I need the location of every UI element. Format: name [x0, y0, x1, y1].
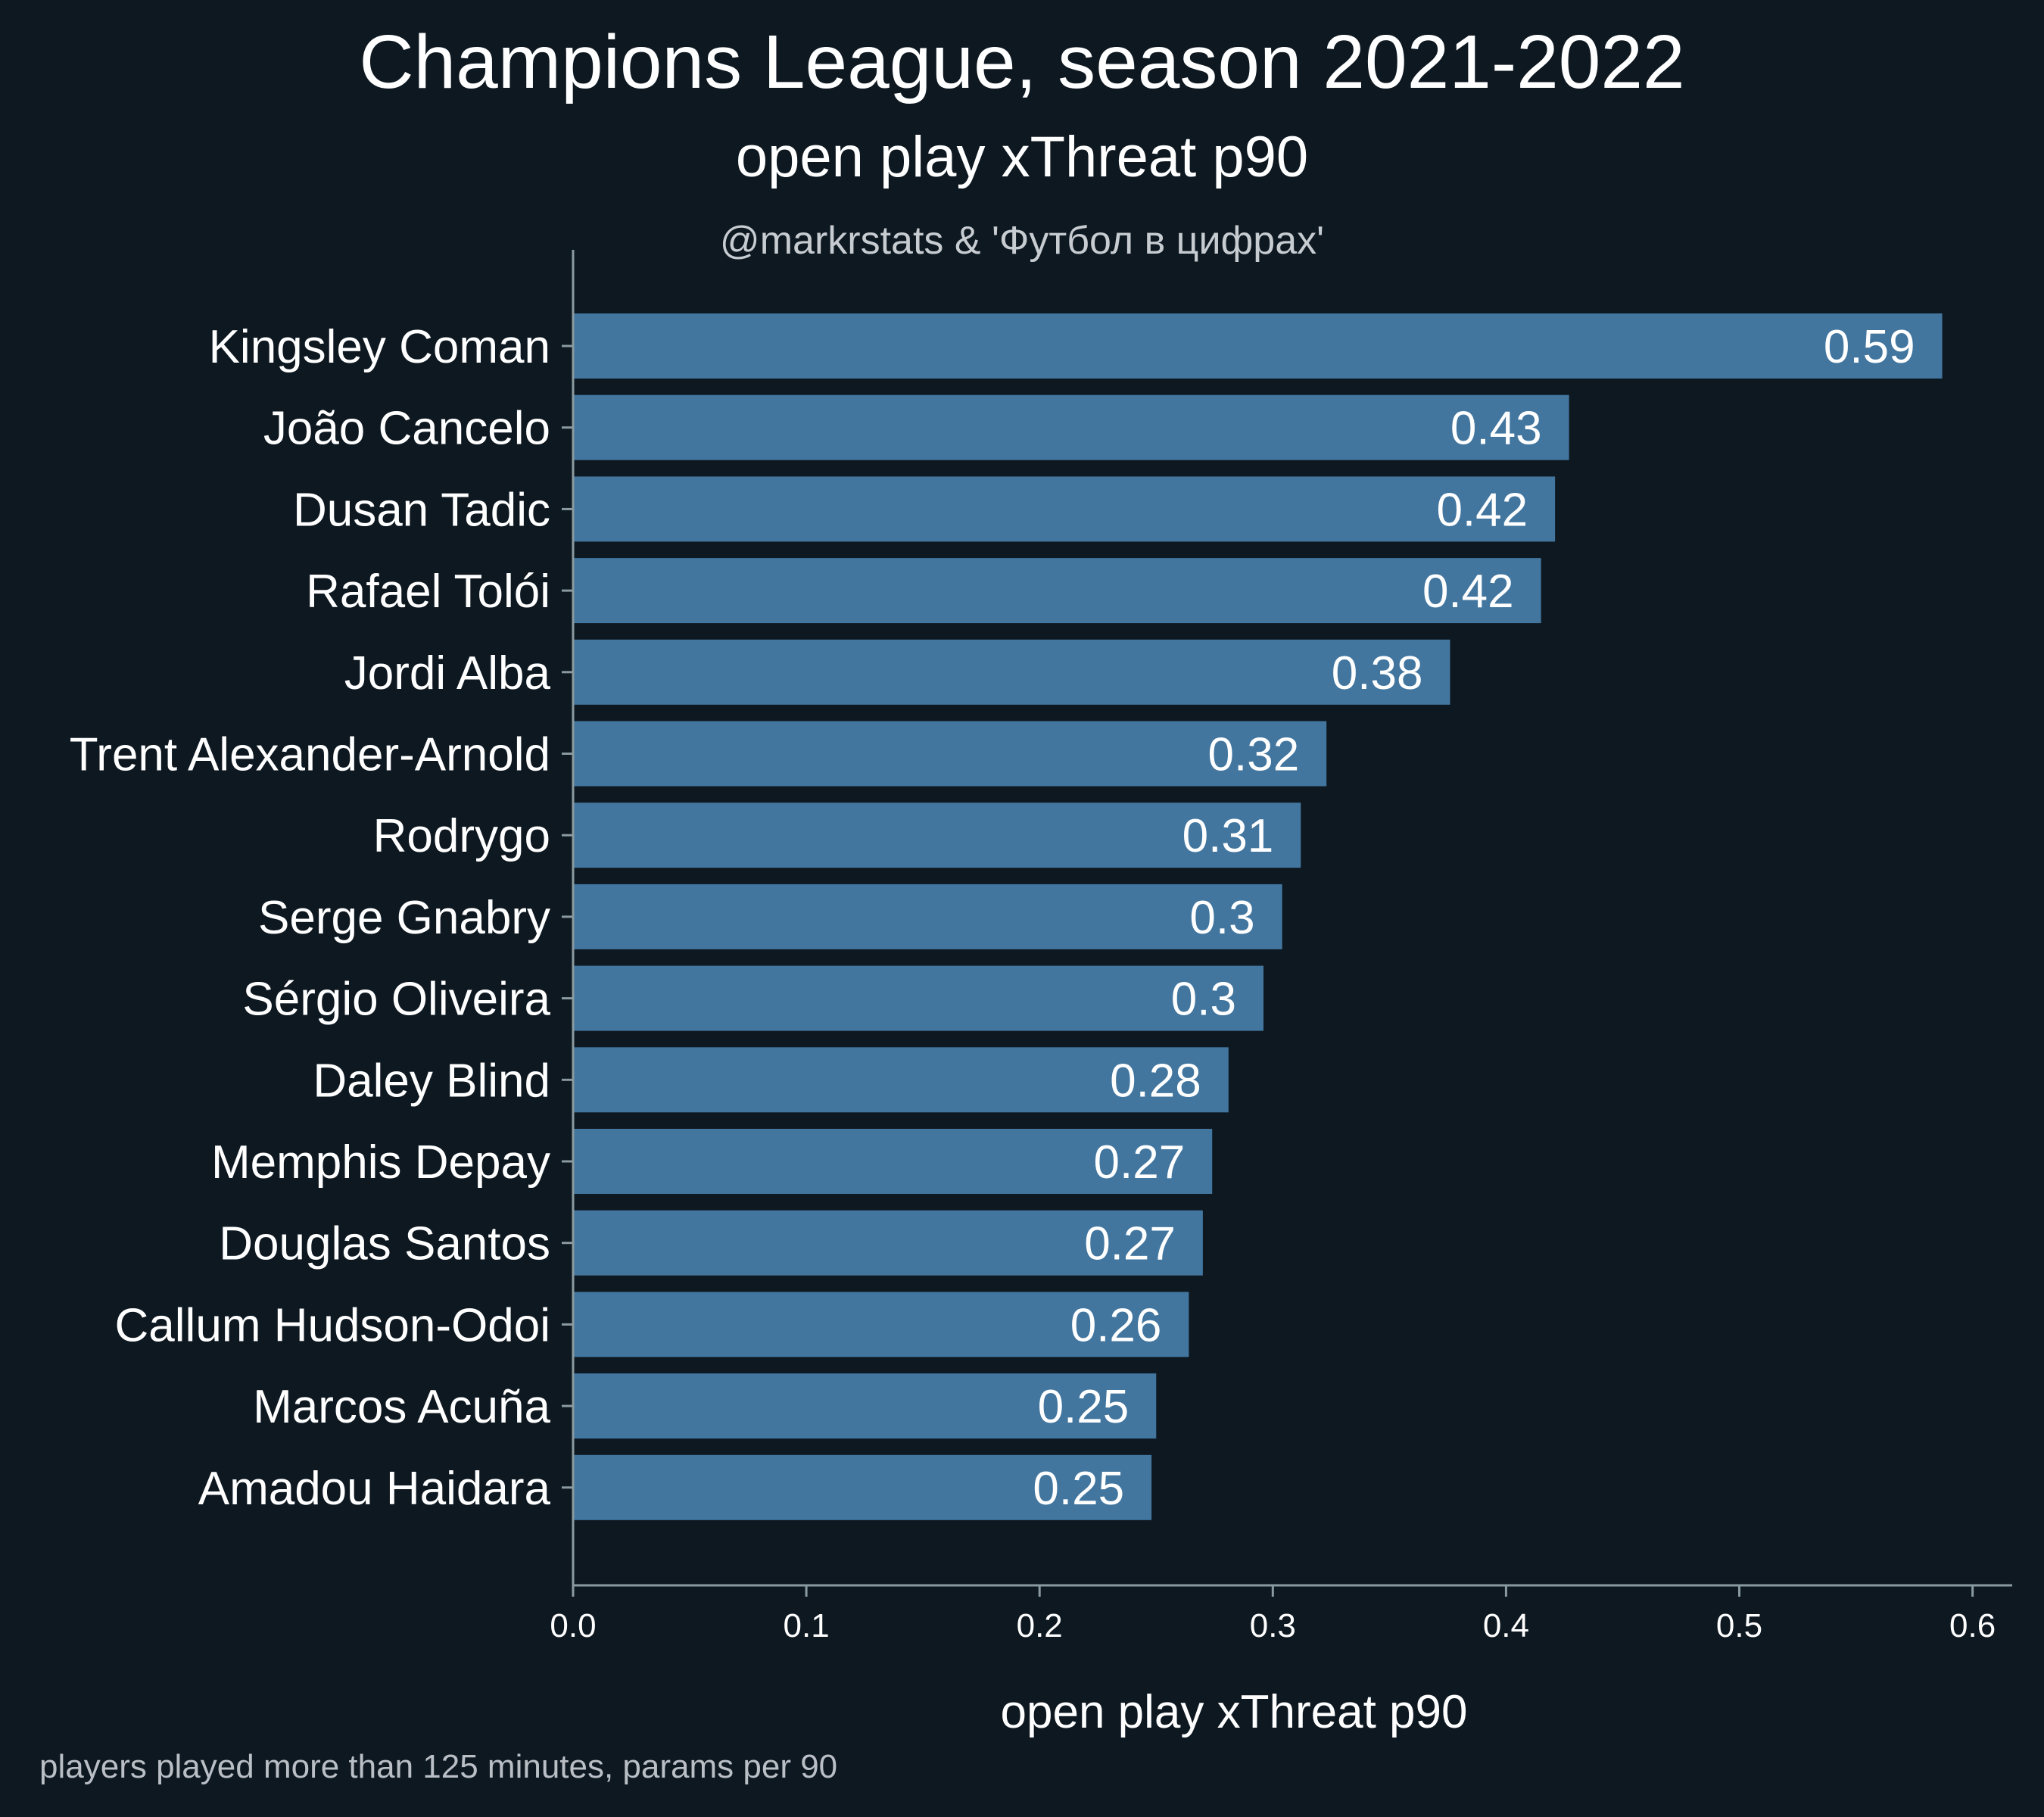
y-tick-label: Douglas Santos: [219, 1218, 550, 1270]
x-tick-label: 0.3: [1250, 1607, 1296, 1644]
x-tick-label: 0.1: [784, 1607, 830, 1644]
bar-value-label: 0.42: [1436, 484, 1528, 536]
bar-value-label: 0.28: [1110, 1055, 1201, 1107]
bar: [573, 1210, 1203, 1276]
chart-title: Champions League, season 2021-2022: [359, 20, 1685, 104]
bars-group: 0.59 0.43 0.42 0.42 0.38 0.32 0.31 0.3 0.3 0.28 0.…: [573, 313, 1943, 1520]
bar: [573, 1373, 1157, 1439]
y-tick-label: Kingsley Coman: [209, 321, 550, 373]
y-tick-label: Jordi Alba: [344, 647, 551, 700]
x-tick-label: 0.2: [1017, 1607, 1063, 1644]
bar-value-label: 0.3: [1189, 892, 1254, 944]
bar: [573, 884, 1282, 949]
bar-value-label: 0.3: [1171, 974, 1236, 1026]
bar: [573, 965, 1263, 1031]
bar-value-label: 0.31: [1182, 810, 1274, 862]
bar-value-label: 0.27: [1094, 1136, 1186, 1189]
y-tick-label: Amadou Haidara: [198, 1463, 551, 1515]
y-tick-label: Serge Gnabry: [258, 892, 550, 944]
x-axis-title: open play xThreat p90: [1001, 1686, 1468, 1738]
y-tick-label: Rafael Tolói: [306, 566, 550, 618]
bar-value-label: 0.38: [1332, 647, 1423, 700]
y-tick-label: João Cancelo: [263, 403, 550, 455]
y-tick-label: Trent Alexander-Arnold: [70, 729, 550, 781]
y-tick-label: Memphis Depay: [211, 1136, 550, 1189]
bar: [573, 1454, 1152, 1520]
bar-value-label: 0.43: [1450, 403, 1542, 455]
bar: [573, 1292, 1189, 1357]
chart-credit: @markrstats & 'Футбол в цифрах': [719, 219, 1325, 263]
y-tick-label: Rodrygo: [373, 810, 550, 862]
bar: [573, 313, 1943, 379]
bar-value-label: 0.32: [1208, 729, 1300, 781]
bar-value-label: 0.42: [1422, 566, 1514, 618]
x-tick-label: 0.4: [1483, 1607, 1529, 1644]
bar-value-label: 0.25: [1033, 1463, 1124, 1515]
bar: [573, 476, 1556, 542]
bar: [573, 721, 1327, 787]
y-tick-label: Daley Blind: [313, 1055, 550, 1107]
footnote: players played more than 125 minutes, pa…: [39, 1748, 838, 1785]
x-tick-label: 0.5: [1716, 1607, 1762, 1644]
y-tick-label: Marcos Acuña: [253, 1381, 550, 1433]
bar: [573, 1129, 1213, 1194]
y-axis-labels: Kingsley Coman João Cancelo Dusan Tadic Raf…: [70, 321, 573, 1515]
bar-value-label: 0.25: [1038, 1381, 1129, 1433]
y-tick-label: Dusan Tadic: [293, 484, 550, 536]
axes-group: [572, 250, 2012, 1587]
x-axis-ticks: 0.0 0.1 0.2 0.3 0.4 0.5 0.6: [550, 1585, 1996, 1644]
y-tick-label: Sérgio Oliveira: [242, 974, 550, 1026]
chart-subtitle: open play xThreat p90: [735, 125, 1309, 189]
bar: [573, 394, 1569, 460]
x-tick-label: 0.0: [550, 1607, 596, 1644]
bar: [573, 1047, 1229, 1113]
bar: [573, 558, 1541, 624]
bar: [573, 639, 1450, 705]
bar: [573, 803, 1301, 868]
y-tick-label: Callum Hudson-Odoi: [115, 1299, 550, 1351]
bar-value-label: 0.27: [1084, 1218, 1176, 1270]
bar-value-label: 0.59: [1824, 321, 1915, 373]
bar-value-label: 0.26: [1070, 1299, 1162, 1351]
x-tick-label: 0.6: [1949, 1607, 1996, 1644]
